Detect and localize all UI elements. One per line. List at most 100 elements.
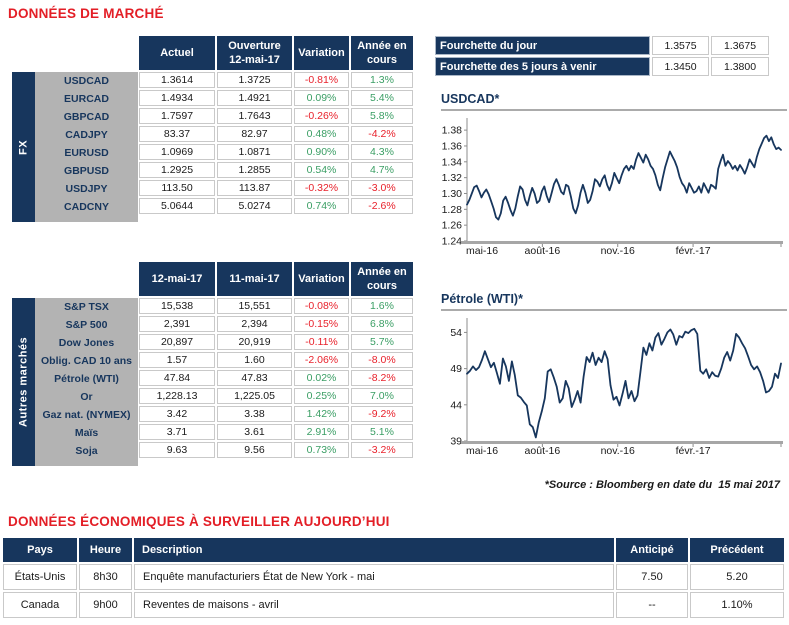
fx-table: Actuel Ouverture 12-mai-17 Variation Année … [12, 36, 414, 222]
y-tick-label: 1.26 [442, 220, 463, 232]
group-label-vertical: Autres marchés [12, 298, 35, 466]
range-high: 1.3675 [711, 36, 769, 55]
change-cell: -8.0% [351, 352, 413, 368]
column-header: Variation [294, 36, 349, 70]
value-cell: 9.63 [139, 442, 215, 458]
wti-chart: Pétrole (WTI)* 54 49 44 39 mai-16 août-16 nov.… [441, 292, 787, 461]
market-data-title: DONNÉES DE MARCHÉ [8, 6, 164, 21]
change-cell: -0.08% [294, 298, 349, 314]
change-cell: 0.90% [294, 144, 349, 160]
value-cell: 1.60 [217, 352, 292, 368]
x-tick-label: févr.-17 [676, 445, 711, 457]
change-cell: 1.3% [351, 72, 413, 88]
x-tick-label: nov.-16 [601, 245, 635, 257]
column-header: Actuel [139, 36, 215, 70]
change-cell: 0.25% [294, 388, 349, 404]
column-header: Variation [294, 262, 349, 296]
change-cell: 0.73% [294, 442, 349, 458]
row-label: EURUSD [35, 144, 138, 162]
group-label-vertical: FX [12, 72, 35, 222]
description-cell: Reventes de maisons - avril [134, 592, 614, 618]
y-tick-label: 49 [450, 363, 462, 375]
range-low: 1.3575 [652, 36, 709, 55]
value-cell: 9.56 [217, 442, 292, 458]
description-cell: Enquête manufacturiers État de New York … [134, 564, 614, 590]
value-cell: 20,897 [139, 334, 215, 350]
change-cell: 0.09% [294, 90, 349, 106]
x-tick-label: nov.-16 [601, 445, 635, 457]
change-cell: -9.2% [351, 406, 413, 422]
column-header: Année en cours [351, 36, 413, 70]
column-header: Pays [3, 538, 77, 562]
change-cell: -8.2% [351, 370, 413, 386]
day-range-table: Fourchette du jour 1.3575 1.3675 Fourchette… [435, 36, 769, 76]
value-cell: 47.84 [139, 370, 215, 386]
value-cell: -- [616, 592, 688, 618]
value-cell: 20,919 [217, 334, 292, 350]
y-tick-label: 54 [450, 327, 462, 339]
column-header: Ouverture 12-mai-17 [217, 36, 292, 70]
column-header: 11-mai-17 [217, 262, 292, 296]
y-tick-label: 1.34 [442, 156, 463, 168]
row-label: USDJPY [35, 180, 138, 198]
change-cell: -3.0% [351, 180, 413, 196]
change-cell: 5.1% [351, 424, 413, 440]
change-cell: -3.2% [351, 442, 413, 458]
range-label: Fourchette du jour [435, 36, 650, 55]
value-cell: 1.2855 [217, 162, 292, 178]
change-cell: 7.0% [351, 388, 413, 404]
y-tick-label: 39 [450, 436, 462, 448]
change-cell: -2.6% [351, 198, 413, 214]
range-high: 1.3800 [711, 57, 769, 76]
y-tick-label: 1.32 [442, 172, 463, 184]
value-cell: 113.87 [217, 180, 292, 196]
column-header: Anticipé [616, 538, 688, 562]
value-cell: 82.97 [217, 126, 292, 142]
value-cell: 1,225.05 [217, 388, 292, 404]
price-line [466, 134, 782, 221]
row-label: USDCAD [35, 72, 138, 90]
value-cell: 113.50 [139, 180, 215, 196]
label-column-footer [35, 460, 138, 466]
change-cell: -2.06% [294, 352, 349, 368]
y-tick-label: 44 [450, 399, 462, 411]
economic-data-table: Pays Heure Description Anticipé Précédent Éta… [2, 538, 785, 620]
change-cell: 5.4% [351, 90, 413, 106]
x-tick-label: mai-16 [466, 445, 498, 457]
row-label: Or [35, 388, 138, 406]
x-tick-label: févr.-17 [676, 245, 711, 257]
value-cell: 1.3725 [217, 72, 292, 88]
row-label: Pétrole (WTI) [35, 370, 138, 388]
range-label: Fourchette des 5 jours à venir [435, 57, 650, 76]
change-cell: 0.02% [294, 370, 349, 386]
economic-data-title: DONNÉES ÉCONOMIQUES À SURVEILLER AUJOURD… [8, 514, 390, 529]
value-cell: 2,394 [217, 316, 292, 332]
y-tick-label: 1.38 [442, 125, 463, 137]
usdcad-chart-title: USDCAD* [441, 92, 500, 106]
change-cell: 1.6% [351, 298, 413, 314]
value-cell: 1.4934 [139, 90, 215, 106]
value-cell: 5.0274 [217, 198, 292, 214]
value-cell: 1,228.13 [139, 388, 215, 404]
change-cell: 4.7% [351, 162, 413, 178]
value-cell: 3.71 [139, 424, 215, 440]
change-cell: 4.3% [351, 144, 413, 160]
value-cell: 5.20 [690, 564, 784, 590]
value-cell: 1.57 [139, 352, 215, 368]
usdcad-chart: USDCAD* 1.38 1.36 1.34 1.32 1.30 1.28 1.26 1.24… [441, 92, 787, 261]
change-cell: 2.91% [294, 424, 349, 440]
row-label: Soja [35, 442, 138, 460]
value-cell: 15,551 [217, 298, 292, 314]
row-label: GBPCAD [35, 108, 138, 126]
value-cell: 1.10% [690, 592, 784, 618]
value-cell: 1.3614 [139, 72, 215, 88]
value-cell: 1.0969 [139, 144, 215, 160]
column-header: 12-mai-17 [139, 262, 215, 296]
column-header: Année en cours [351, 262, 413, 296]
range-low: 1.3450 [652, 57, 709, 76]
value-cell: 47.83 [217, 370, 292, 386]
row-label: Dow Jones [35, 334, 138, 352]
change-cell: 6.8% [351, 316, 413, 332]
y-tick-label: 1.24 [442, 236, 463, 248]
